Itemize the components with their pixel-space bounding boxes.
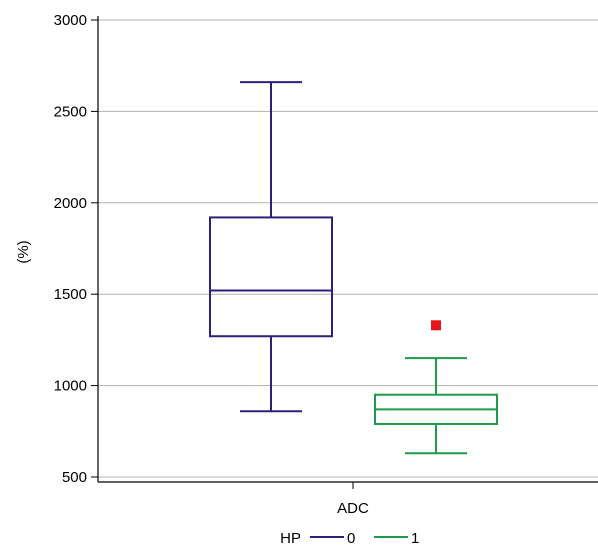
legend-title: HP — [280, 530, 301, 547]
y-axis-ticks: 500 1000 1500 2000 2500 3000 — [54, 12, 98, 486]
boxes — [209, 81, 498, 455]
y-axis-label: (%) — [15, 240, 32, 263]
plot-area — [98, 16, 598, 483]
y-tick-label-2000: 2000 — [54, 195, 87, 212]
box-series-0 — [209, 81, 333, 413]
y-tick-label-1000: 1000 — [54, 378, 87, 395]
legend-label-0: 0 — [347, 530, 355, 547]
y-tick-label-500: 500 — [62, 469, 87, 486]
y-tick-label-3000: 3000 — [54, 12, 87, 29]
x-tick-label-adc: ADC — [337, 500, 369, 517]
y-tick-label-1500: 1500 — [54, 286, 87, 303]
box-series-1 — [374, 320, 498, 455]
outlier-1-0 — [431, 320, 441, 331]
gridlines — [98, 19, 598, 478]
y-tick-label-2500: 2500 — [54, 103, 87, 120]
legend-label-1: 1 — [411, 530, 419, 547]
iqr-box-0 — [209, 216, 333, 338]
legend: HP 0 1 — [280, 530, 419, 547]
